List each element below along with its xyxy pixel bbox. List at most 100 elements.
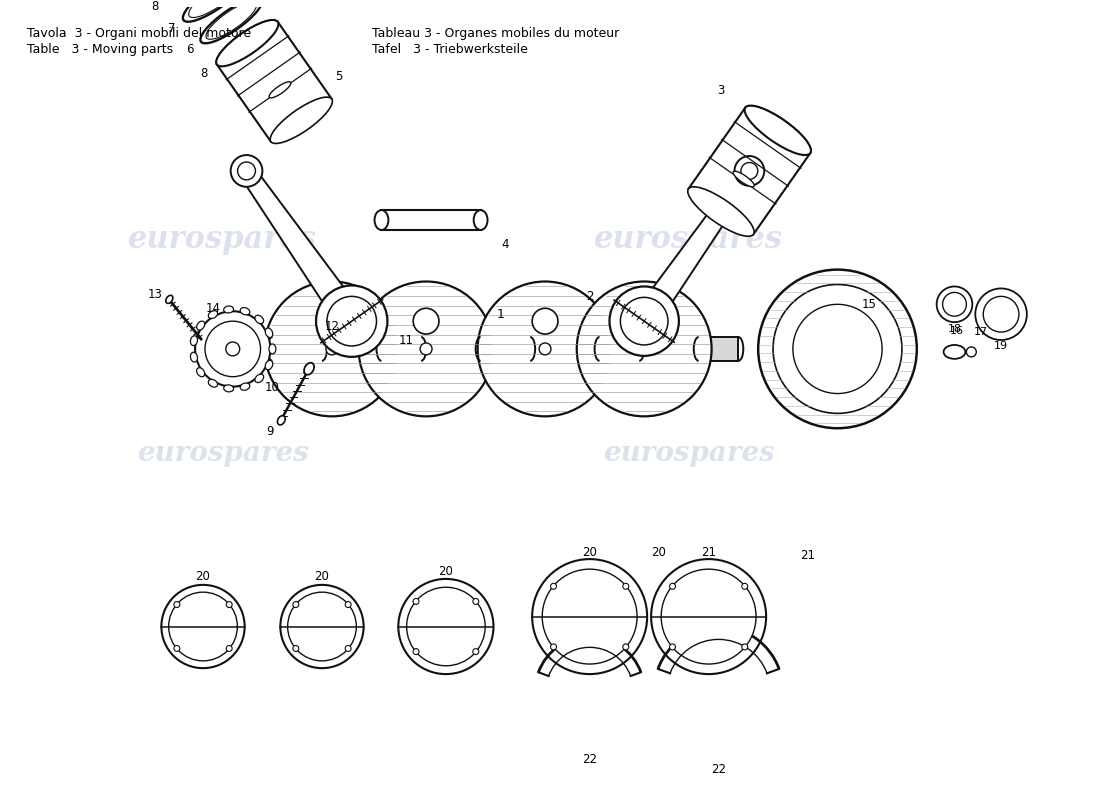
Ellipse shape xyxy=(268,344,276,354)
Ellipse shape xyxy=(264,282,399,416)
Text: Table   3 - Moving parts: Table 3 - Moving parts xyxy=(26,42,173,55)
Ellipse shape xyxy=(223,385,233,392)
Ellipse shape xyxy=(168,592,238,661)
Ellipse shape xyxy=(327,296,376,346)
Ellipse shape xyxy=(532,559,647,674)
Ellipse shape xyxy=(183,0,248,22)
Ellipse shape xyxy=(240,307,250,315)
Ellipse shape xyxy=(745,106,811,155)
Polygon shape xyxy=(634,166,756,329)
Text: 6: 6 xyxy=(186,43,194,56)
Text: 21: 21 xyxy=(701,546,716,558)
Ellipse shape xyxy=(576,282,712,416)
Bar xyxy=(481,337,530,361)
Ellipse shape xyxy=(420,343,432,355)
Ellipse shape xyxy=(661,569,756,664)
Ellipse shape xyxy=(319,308,344,334)
Ellipse shape xyxy=(345,646,351,651)
Ellipse shape xyxy=(293,602,299,607)
Ellipse shape xyxy=(359,282,494,416)
Ellipse shape xyxy=(473,649,478,654)
Ellipse shape xyxy=(316,286,387,357)
Ellipse shape xyxy=(758,270,916,428)
Ellipse shape xyxy=(166,295,173,303)
Bar xyxy=(273,337,322,361)
Ellipse shape xyxy=(688,186,755,236)
Ellipse shape xyxy=(208,310,218,318)
Text: 16: 16 xyxy=(949,326,964,336)
Text: 19: 19 xyxy=(994,341,1008,351)
Ellipse shape xyxy=(326,343,338,355)
Ellipse shape xyxy=(609,286,679,356)
Bar xyxy=(600,337,639,361)
Ellipse shape xyxy=(983,296,1019,332)
Ellipse shape xyxy=(374,210,388,230)
Ellipse shape xyxy=(189,0,242,18)
Polygon shape xyxy=(689,107,811,234)
Ellipse shape xyxy=(265,360,273,370)
Ellipse shape xyxy=(304,362,315,374)
Bar xyxy=(698,337,738,361)
Text: Tableau 3 - Organes mobiles du moteur: Tableau 3 - Organes mobiles du moteur xyxy=(372,26,619,40)
Text: 22: 22 xyxy=(711,762,726,776)
Text: eurospares: eurospares xyxy=(129,224,317,255)
Text: 2: 2 xyxy=(586,290,593,303)
Text: 7: 7 xyxy=(168,22,176,34)
Text: eurospares: eurospares xyxy=(603,439,774,466)
Ellipse shape xyxy=(255,374,264,382)
Ellipse shape xyxy=(741,162,758,179)
Text: Tavola  3 - Organi mobili del motore: Tavola 3 - Organi mobili del motore xyxy=(26,26,251,40)
Text: 21: 21 xyxy=(801,549,815,562)
Ellipse shape xyxy=(197,368,205,377)
Ellipse shape xyxy=(223,306,233,313)
Ellipse shape xyxy=(208,379,218,387)
Ellipse shape xyxy=(620,298,668,345)
Text: 18: 18 xyxy=(947,324,961,334)
Ellipse shape xyxy=(293,646,299,651)
Ellipse shape xyxy=(733,171,755,187)
Ellipse shape xyxy=(542,569,637,664)
Ellipse shape xyxy=(226,342,240,356)
Ellipse shape xyxy=(473,598,478,605)
Ellipse shape xyxy=(231,155,263,186)
Text: 14: 14 xyxy=(206,302,220,314)
Text: 20: 20 xyxy=(651,546,667,558)
Ellipse shape xyxy=(162,585,244,668)
Ellipse shape xyxy=(206,2,256,39)
Ellipse shape xyxy=(412,649,419,654)
Ellipse shape xyxy=(265,328,273,338)
Ellipse shape xyxy=(174,602,179,607)
Ellipse shape xyxy=(623,644,629,650)
Ellipse shape xyxy=(217,20,278,66)
Ellipse shape xyxy=(227,602,232,607)
Ellipse shape xyxy=(200,0,262,43)
Ellipse shape xyxy=(943,293,967,316)
Ellipse shape xyxy=(936,286,972,322)
Ellipse shape xyxy=(967,347,977,357)
Text: 17: 17 xyxy=(975,327,988,337)
Ellipse shape xyxy=(197,321,205,330)
Text: 3: 3 xyxy=(717,84,725,97)
Ellipse shape xyxy=(532,308,558,334)
Text: 15: 15 xyxy=(861,298,877,311)
Text: eurospares: eurospares xyxy=(594,224,783,255)
Ellipse shape xyxy=(407,587,485,666)
Ellipse shape xyxy=(477,282,613,416)
Ellipse shape xyxy=(474,210,487,230)
Ellipse shape xyxy=(793,304,882,394)
Text: 10: 10 xyxy=(265,381,279,394)
Ellipse shape xyxy=(651,559,766,674)
Ellipse shape xyxy=(190,336,198,346)
Text: 13: 13 xyxy=(148,288,163,301)
Ellipse shape xyxy=(539,343,551,355)
Text: 20: 20 xyxy=(582,546,597,558)
Bar xyxy=(382,210,481,230)
Ellipse shape xyxy=(944,345,966,359)
Ellipse shape xyxy=(631,308,657,334)
Text: 8: 8 xyxy=(200,67,208,80)
Ellipse shape xyxy=(280,585,364,668)
Text: Tafel   3 - Triebwerksteile: Tafel 3 - Triebwerksteile xyxy=(372,42,527,55)
Text: 9: 9 xyxy=(266,425,274,438)
Ellipse shape xyxy=(190,352,198,362)
Text: 8: 8 xyxy=(151,0,158,13)
